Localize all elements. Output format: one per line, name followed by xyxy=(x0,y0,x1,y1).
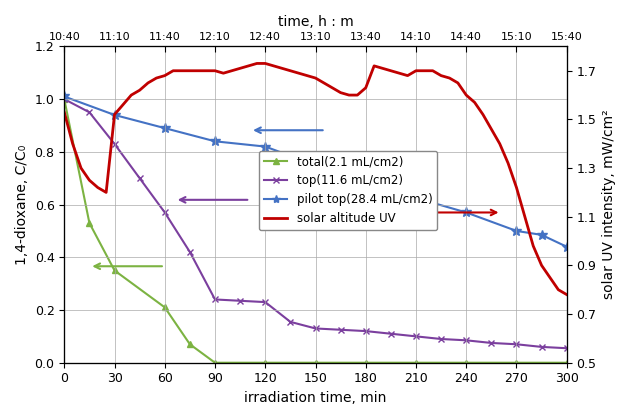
pilot top(28.4 mL/cm2) xyxy=(538,232,545,237)
Y-axis label: solar UV intensity, mW/cm²: solar UV intensity, mW/cm² xyxy=(602,110,616,299)
top(11.6 mL/cm2) xyxy=(387,331,394,336)
top(11.6 mL/cm2) xyxy=(412,334,420,339)
total(2.1 mL/cm2) xyxy=(186,342,194,347)
pilot top(28.4 mL/cm2) xyxy=(312,163,319,168)
pilot top(28.4 mL/cm2) xyxy=(261,144,269,149)
top(11.6 mL/cm2) xyxy=(312,326,319,331)
total(2.1 mL/cm2) xyxy=(86,220,93,226)
top(11.6 mL/cm2) xyxy=(463,338,470,343)
top(11.6 mL/cm2) xyxy=(538,344,545,349)
solar altitude UV xyxy=(178,68,186,73)
solar altitude UV xyxy=(563,292,570,297)
top(11.6 mL/cm2) xyxy=(488,341,495,346)
total(2.1 mL/cm2) xyxy=(412,360,420,365)
solar altitude UV xyxy=(61,110,68,115)
top(11.6 mL/cm2) xyxy=(513,342,521,347)
total(2.1 mL/cm2) xyxy=(110,268,118,273)
pilot top(28.4 mL/cm2) xyxy=(513,228,521,234)
top(11.6 mL/cm2) xyxy=(211,297,219,302)
Line: top(11.6 mL/cm2): top(11.6 mL/cm2) xyxy=(61,96,570,352)
top(11.6 mL/cm2) xyxy=(362,328,370,333)
top(11.6 mL/cm2) xyxy=(186,249,194,255)
pilot top(28.4 mL/cm2) xyxy=(362,176,370,181)
top(11.6 mL/cm2) xyxy=(237,298,244,303)
solar altitude UV xyxy=(161,73,168,78)
pilot top(28.4 mL/cm2) xyxy=(61,94,68,99)
total(2.1 mL/cm2) xyxy=(211,360,219,365)
top(11.6 mL/cm2) xyxy=(337,327,345,332)
top(11.6 mL/cm2) xyxy=(86,110,93,115)
solar altitude UV xyxy=(504,161,512,166)
top(11.6 mL/cm2) xyxy=(261,299,269,304)
solar altitude UV xyxy=(370,63,378,68)
Line: solar altitude UV: solar altitude UV xyxy=(64,63,567,294)
pilot top(28.4 mL/cm2) xyxy=(463,210,470,215)
X-axis label: time, h : m: time, h : m xyxy=(278,15,353,29)
pilot top(28.4 mL/cm2) xyxy=(412,195,420,200)
top(11.6 mL/cm2) xyxy=(110,142,118,147)
total(2.1 mL/cm2) xyxy=(513,360,521,365)
pilot top(28.4 mL/cm2) xyxy=(161,126,168,131)
total(2.1 mL/cm2) xyxy=(61,97,68,102)
top(11.6 mL/cm2) xyxy=(286,319,294,324)
top(11.6 mL/cm2) xyxy=(61,97,68,102)
total(2.1 mL/cm2) xyxy=(362,360,370,365)
pilot top(28.4 mL/cm2) xyxy=(563,244,570,249)
X-axis label: irradiation time, min: irradiation time, min xyxy=(244,391,387,405)
solar altitude UV xyxy=(253,61,261,66)
Legend: total(2.1 mL/cm2), top(11.6 mL/cm2), pilot top(28.4 mL/cm2), solar altitude UV: total(2.1 mL/cm2), top(11.6 mL/cm2), pil… xyxy=(259,151,437,230)
top(11.6 mL/cm2) xyxy=(437,336,445,341)
Line: pilot top(28.4 mL/cm2): pilot top(28.4 mL/cm2) xyxy=(59,92,572,252)
pilot top(28.4 mL/cm2) xyxy=(110,113,118,118)
total(2.1 mL/cm2) xyxy=(312,360,319,365)
total(2.1 mL/cm2) xyxy=(563,360,570,365)
Line: total(2.1 mL/cm2): total(2.1 mL/cm2) xyxy=(61,96,570,366)
total(2.1 mL/cm2) xyxy=(261,360,269,365)
solar altitude UV xyxy=(337,90,345,95)
total(2.1 mL/cm2) xyxy=(161,305,168,310)
top(11.6 mL/cm2) xyxy=(563,346,570,351)
total(2.1 mL/cm2) xyxy=(463,360,470,365)
solar altitude UV xyxy=(237,66,244,71)
top(11.6 mL/cm2) xyxy=(136,176,143,181)
top(11.6 mL/cm2) xyxy=(161,210,168,215)
Y-axis label: 1,4-dioxane, C/C₀: 1,4-dioxane, C/C₀ xyxy=(15,144,29,265)
pilot top(28.4 mL/cm2) xyxy=(211,139,219,144)
